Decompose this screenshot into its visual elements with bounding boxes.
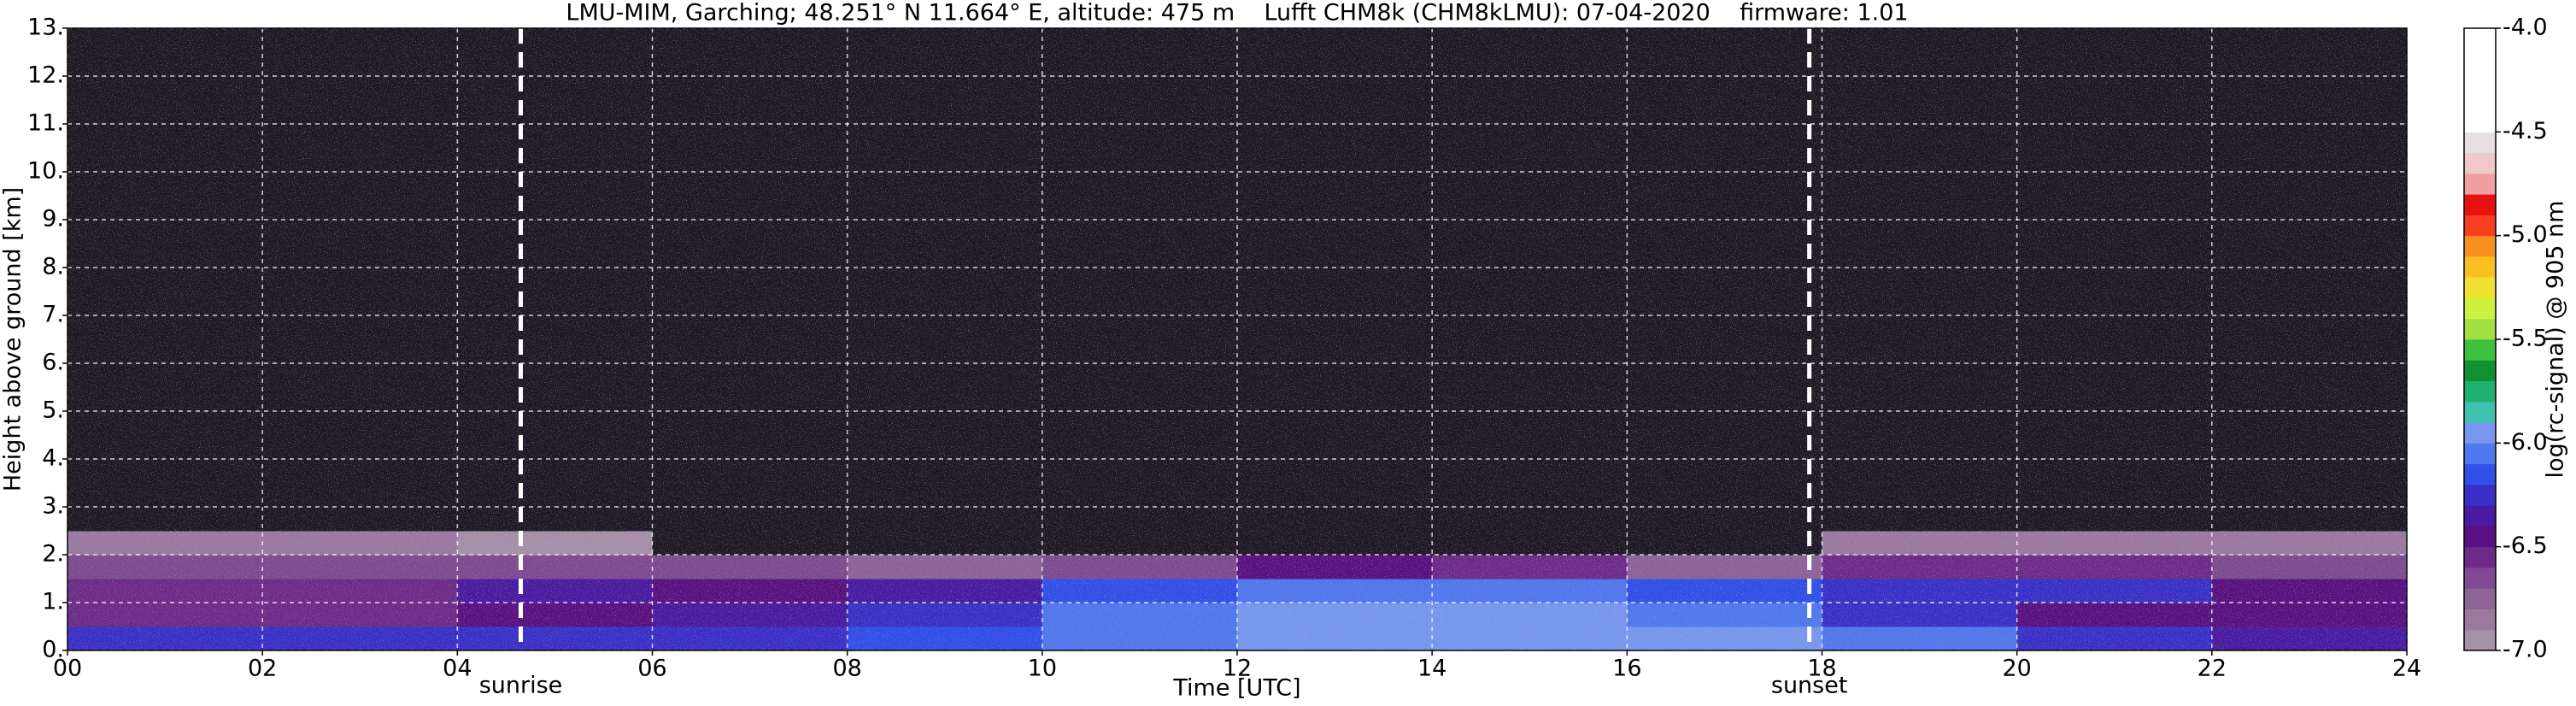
x-tick-label: 14 [1417, 656, 1446, 682]
colorbar-swatch [2464, 215, 2496, 237]
colorbar-tick-label: -4.0 [2503, 15, 2548, 41]
x-tick-label: 16 [1612, 656, 1641, 682]
colorbar-swatch [2464, 28, 2496, 50]
colorbar-swatch [2464, 609, 2496, 631]
y-tick-label: 13. [27, 15, 64, 41]
colorbar-swatch [2464, 111, 2496, 132]
y-tick-label: 9. [42, 206, 64, 232]
colorbar-tick-label: -6.0 [2503, 429, 2548, 456]
colorbar-swatch [2464, 588, 2496, 609]
y-tick-label: 10. [27, 158, 64, 185]
colorbar-swatch [2464, 339, 2496, 361]
colorbar-swatch [2464, 546, 2496, 568]
colorbar-swatch [2464, 505, 2496, 527]
x-tick-label: 18 [1807, 656, 1836, 682]
event-label: sunset [1771, 673, 1848, 699]
y-tick-label: 8. [42, 254, 64, 280]
x-tick-label: 04 [443, 656, 472, 682]
colorbar-tick-label: -4.5 [2503, 118, 2548, 144]
colorbar-tick-label: -5.5 [2503, 326, 2548, 352]
colorbar-swatch [2464, 297, 2496, 320]
y-tick-label: 12. [27, 62, 64, 89]
x-tick-label: 12 [1223, 656, 1252, 682]
y-tick-label: 5. [42, 397, 64, 424]
y-tick-label: 7. [42, 302, 64, 328]
x-tick-label: 10 [1028, 656, 1057, 682]
y-axis-label: Height above ground [km] [0, 187, 26, 491]
colorbar-swatch [2464, 401, 2496, 423]
colorbar-swatch [2464, 69, 2496, 91]
x-tick-label: 02 [248, 656, 277, 682]
colorbar-swatch [2464, 567, 2496, 589]
colorbar-swatch [2464, 526, 2496, 548]
colorbar-swatch [2464, 380, 2496, 403]
colorbar-swatch [2464, 463, 2496, 485]
colorbar-tick-label: -7.0 [2503, 637, 2548, 663]
colorbar-swatch [2464, 422, 2496, 444]
colorbar-swatch [2464, 90, 2496, 112]
y-tick-label: 3. [42, 493, 64, 520]
y-tick-label: 4. [42, 445, 64, 472]
x-tick-label: 24 [2392, 656, 2421, 682]
colorbar-swatch [2464, 360, 2496, 382]
colorbar-label: log(rc-signal) @ 905 nm [2543, 201, 2569, 479]
y-tick-label: 6. [42, 350, 64, 376]
y-tick-label: 2. [42, 541, 64, 568]
chart-title: LMU-MIM, Garching; 48.251° N 11.664° E, … [566, 0, 1908, 26]
x-tick-label: 00 [53, 656, 82, 682]
colorbar-swatch [2464, 132, 2496, 154]
colorbar-swatch [2464, 629, 2496, 651]
x-axis-label: Time [UTC] [1172, 675, 1300, 702]
x-tick-label: 08 [832, 656, 861, 682]
colorbar-swatch [2464, 173, 2496, 195]
plot-frame [67, 27, 2408, 651]
colorbar-swatch [2464, 443, 2496, 465]
colorbar-tick-label: -6.5 [2503, 532, 2548, 559]
colorbar-swatch [2464, 152, 2496, 174]
y-tick-label: 0. [42, 637, 64, 663]
event-label: sunrise [479, 673, 563, 699]
colorbar-tick-label: -5.0 [2503, 221, 2548, 248]
x-tick-label: 22 [2198, 656, 2227, 682]
colorbar-swatch [2464, 49, 2496, 71]
y-tick-label: 11. [27, 110, 64, 137]
colorbar-swatch [2464, 318, 2496, 340]
colorbar-swatch [2464, 484, 2496, 506]
colorbar-swatch [2464, 277, 2496, 298]
colorbar-swatch [2464, 194, 2496, 215]
colorbar-swatch [2464, 256, 2496, 278]
x-tick-label: 20 [2002, 656, 2031, 682]
colorbar-swatch [2464, 235, 2496, 257]
y-tick-label: 1. [42, 589, 64, 615]
x-tick-label: 06 [637, 656, 666, 682]
